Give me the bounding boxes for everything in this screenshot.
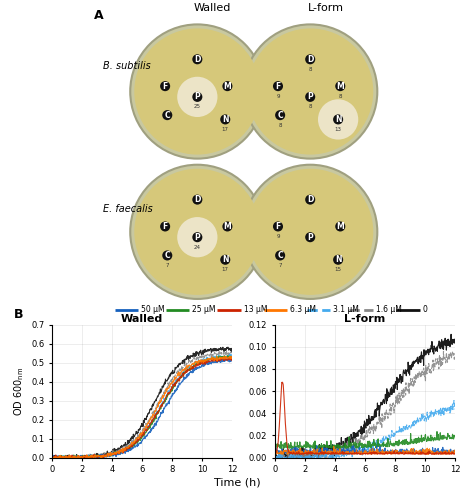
Text: N: N (222, 115, 228, 124)
Text: 9: 9 (276, 234, 280, 239)
Text: Walled: Walled (194, 3, 231, 13)
Text: D: D (194, 55, 201, 64)
Text: 24: 24 (194, 245, 201, 249)
Text: D: D (307, 195, 313, 204)
Text: 3.1 μM: 3.1 μM (333, 305, 359, 313)
Circle shape (160, 221, 170, 232)
Y-axis label: OD 600$_{\mathregular{nm}}$: OD 600$_{\mathregular{nm}}$ (12, 367, 26, 416)
Circle shape (335, 221, 345, 232)
Text: 1.6 μM: 1.6 μM (376, 305, 401, 313)
Circle shape (335, 81, 345, 91)
Text: P: P (307, 233, 313, 242)
Text: N: N (335, 115, 341, 124)
Circle shape (192, 194, 202, 205)
Text: 8: 8 (309, 104, 312, 109)
Text: 8: 8 (278, 123, 282, 127)
Circle shape (192, 92, 202, 102)
Text: E. faecalis: E. faecalis (103, 204, 153, 215)
Text: M: M (224, 222, 231, 231)
Circle shape (162, 110, 173, 120)
Circle shape (222, 81, 232, 91)
Text: D: D (307, 55, 313, 64)
Text: 15: 15 (335, 267, 342, 272)
Text: 17: 17 (222, 267, 229, 272)
Circle shape (130, 25, 264, 158)
Circle shape (222, 221, 232, 232)
Text: 17: 17 (222, 127, 229, 132)
Text: N: N (222, 255, 228, 264)
Circle shape (305, 194, 315, 205)
Title: Walled: Walled (121, 314, 164, 324)
Circle shape (333, 115, 343, 124)
Text: C: C (164, 111, 170, 120)
Text: 6.3 μM: 6.3 μM (291, 305, 317, 313)
Circle shape (130, 165, 264, 299)
Text: 13 μM: 13 μM (244, 305, 267, 313)
Circle shape (220, 255, 230, 265)
Circle shape (192, 232, 202, 242)
Circle shape (333, 255, 343, 265)
Text: C: C (164, 251, 170, 260)
Text: B. subtilis: B. subtilis (103, 61, 151, 71)
Text: 9: 9 (276, 93, 280, 98)
Text: 7: 7 (278, 263, 282, 268)
Text: Time (h): Time (h) (214, 477, 260, 487)
Circle shape (275, 250, 285, 260)
Circle shape (243, 25, 377, 158)
Circle shape (220, 115, 230, 124)
Circle shape (318, 99, 358, 140)
Text: A: A (94, 9, 103, 22)
Text: 8: 8 (309, 67, 312, 72)
Title: L-form: L-form (344, 314, 386, 324)
Circle shape (162, 250, 173, 260)
Text: B: B (14, 308, 24, 320)
Text: L-form: L-form (308, 3, 344, 13)
Circle shape (247, 29, 374, 154)
Text: 25: 25 (194, 104, 201, 109)
Text: F: F (275, 222, 281, 231)
Text: P: P (194, 233, 200, 242)
Text: 50 μM: 50 μM (141, 305, 165, 313)
Text: 7: 7 (165, 263, 169, 268)
Text: 25 μM: 25 μM (192, 305, 216, 313)
Text: 0: 0 (423, 305, 428, 313)
Text: D: D (194, 195, 201, 204)
Text: M: M (337, 222, 344, 231)
Circle shape (160, 81, 170, 91)
Circle shape (305, 232, 315, 242)
Circle shape (243, 165, 377, 299)
Circle shape (134, 169, 260, 295)
Text: P: P (194, 92, 200, 101)
Circle shape (192, 54, 202, 64)
Text: C: C (277, 251, 283, 260)
Circle shape (275, 110, 285, 120)
Circle shape (177, 217, 218, 257)
Text: 8: 8 (338, 93, 342, 98)
Text: N: N (335, 255, 341, 264)
Circle shape (177, 77, 218, 117)
Text: F: F (275, 82, 281, 91)
Text: 13: 13 (335, 127, 342, 132)
Circle shape (247, 169, 374, 295)
Text: F: F (163, 82, 168, 91)
Text: P: P (307, 92, 313, 101)
Circle shape (305, 92, 315, 102)
Text: C: C (277, 111, 283, 120)
Circle shape (273, 221, 283, 232)
Circle shape (134, 29, 260, 154)
Circle shape (305, 54, 315, 64)
Circle shape (273, 81, 283, 91)
Text: M: M (337, 82, 344, 91)
Text: M: M (224, 82, 231, 91)
Text: F: F (163, 222, 168, 231)
